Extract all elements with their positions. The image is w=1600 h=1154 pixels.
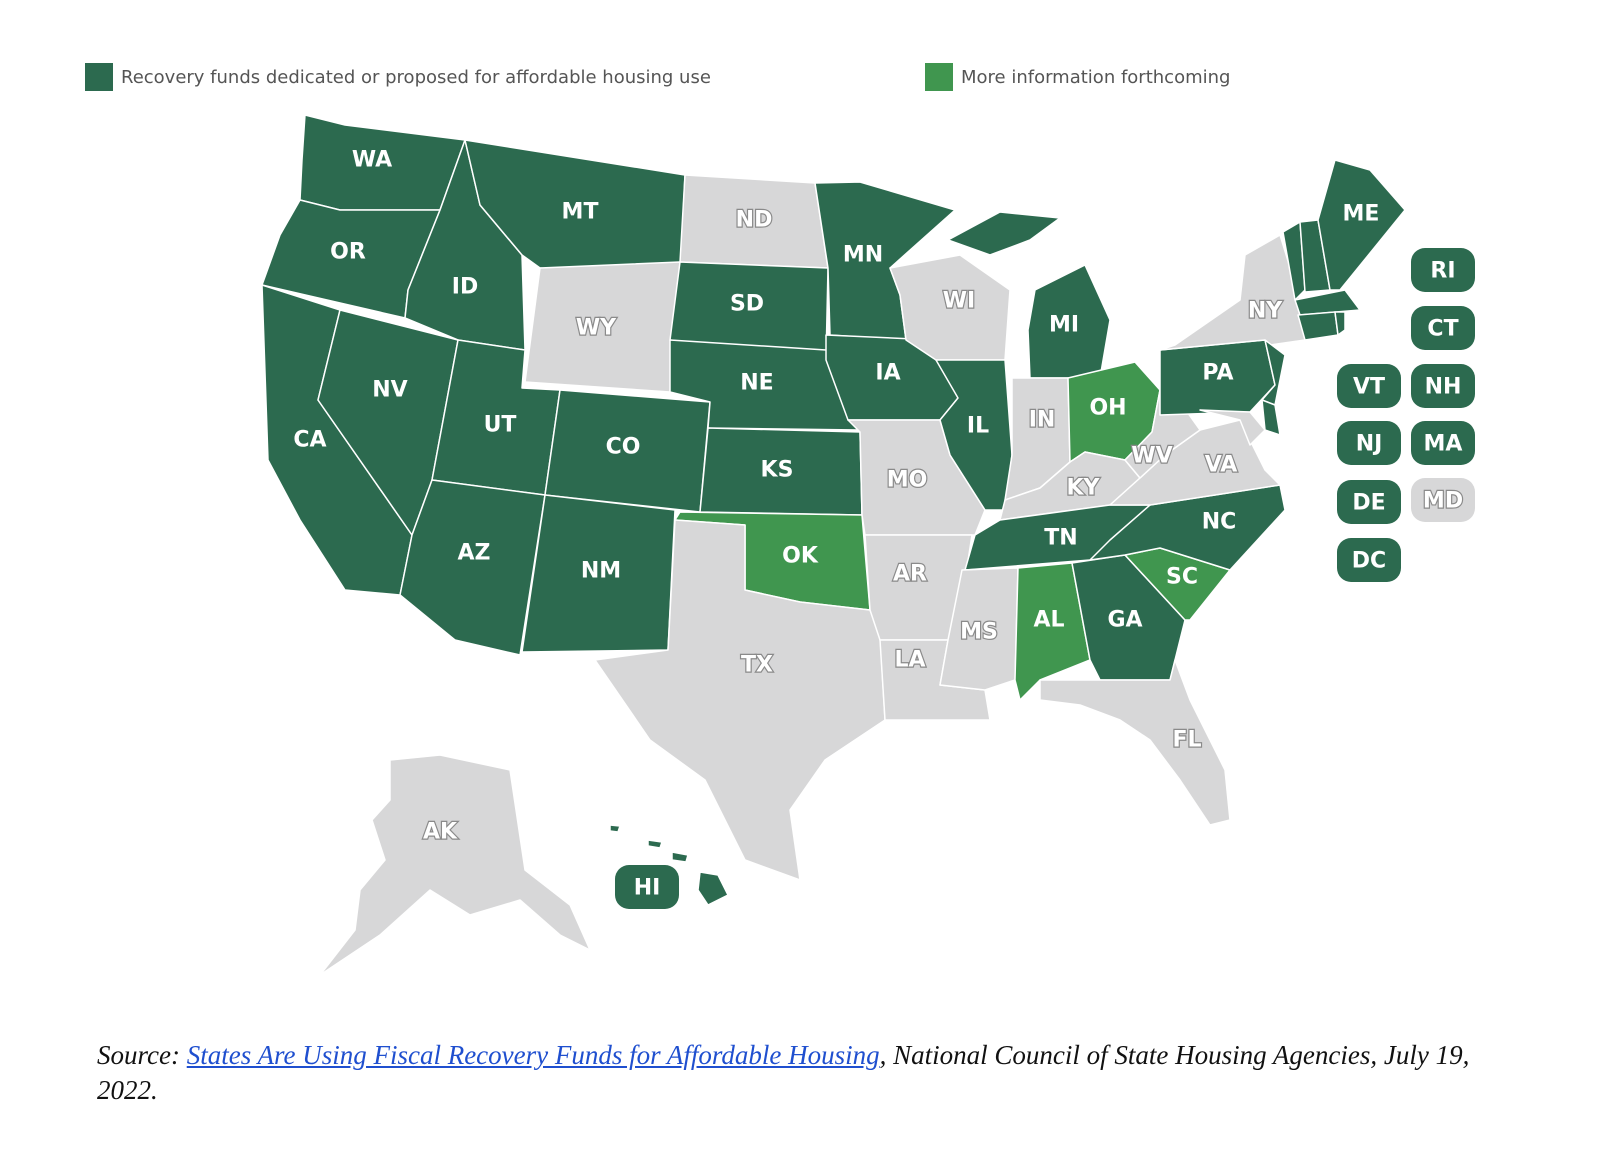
state-label-il: IL xyxy=(967,414,989,439)
state-label-wa: WA xyxy=(352,148,392,173)
state-box-ct[interactable]: CT xyxy=(1411,306,1475,350)
state-label-wv: WV xyxy=(1131,444,1172,469)
state-label-ga: GA xyxy=(1107,608,1142,633)
state-label-la: LA xyxy=(894,648,925,673)
state-label-ca: CA xyxy=(293,428,326,453)
state-label-az: AZ xyxy=(458,541,491,566)
state-ny[interactable] xyxy=(1159,234,1306,351)
legend-swatch-forthcoming xyxy=(925,63,953,91)
state-box-bg-de xyxy=(1337,480,1401,524)
state-box-label-de: DE xyxy=(1352,491,1385,516)
state-md[interactable] xyxy=(1199,409,1266,446)
state-label-al: AL xyxy=(1033,608,1064,633)
state-de[interactable] xyxy=(1261,399,1281,436)
state-box-bg-dc xyxy=(1337,538,1401,582)
state-box-ri[interactable]: RI xyxy=(1411,248,1475,292)
state-label-or: OR xyxy=(330,240,366,265)
state-label-ak: AK xyxy=(423,820,458,845)
state-fl[interactable] xyxy=(1039,659,1231,826)
state-box-nj[interactable]: NJ xyxy=(1337,421,1401,465)
state-label-in: IN xyxy=(1029,408,1056,433)
state-box-bg-nh xyxy=(1411,364,1475,408)
state-label-ok: OK xyxy=(782,544,819,569)
state-ct[interactable] xyxy=(1297,311,1339,341)
legend: Recovery funds dedicated or proposed for… xyxy=(85,63,1385,93)
state-label-ky: KY xyxy=(1067,476,1101,501)
source-link[interactable]: States Are Using Fiscal Recovery Funds f… xyxy=(186,1040,880,1070)
source-citation: Source: States Are Using Fiscal Recovery… xyxy=(97,1038,1517,1108)
state-box-label-nj: NJ xyxy=(1356,432,1383,457)
state-label-ia: IA xyxy=(875,361,900,386)
state-label-oh: OH xyxy=(1089,396,1126,421)
state-label-nd: ND xyxy=(736,208,773,233)
state-box-label-vt: VT xyxy=(1353,375,1385,400)
state-label-id: ID xyxy=(452,275,478,300)
state-label-me: ME xyxy=(1343,202,1380,227)
state-label-sc: SC xyxy=(1166,565,1198,590)
state-box-label-nh: NH xyxy=(1425,375,1462,400)
state-box-bg-md xyxy=(1411,478,1475,522)
state-label-ar: AR xyxy=(893,562,927,587)
state-box-ma[interactable]: MA xyxy=(1411,421,1475,465)
state-box-de[interactable]: DE xyxy=(1337,480,1401,524)
state-label-mn: MN xyxy=(843,243,883,268)
state-box-bg-hi xyxy=(615,865,679,909)
state-label-va: VA xyxy=(1205,453,1238,478)
us-state-map: WA OR CA NV ID MT WY UT AZ CO NM ND SD NE KS OK TX MN IA MO… xyxy=(261,114,1475,976)
state-ak[interactable] xyxy=(319,754,591,976)
state-label-nc: NC xyxy=(1202,510,1237,535)
legend-item-dedicated: Recovery funds dedicated or proposed for… xyxy=(85,63,711,91)
state-box-label-dc: DC xyxy=(1352,549,1386,574)
state-box-label-ma: MA xyxy=(1424,432,1463,457)
state-box-label-ri: RI xyxy=(1430,259,1455,284)
state-label-ne: NE xyxy=(740,371,773,396)
state-box-bg-nj xyxy=(1337,421,1401,465)
state-label-fl: FL xyxy=(1172,728,1201,753)
state-label-mt: MT xyxy=(562,200,599,225)
state-box-bg-ct xyxy=(1411,306,1475,350)
state-box-label-ct: CT xyxy=(1427,317,1458,342)
state-label-tx: TX xyxy=(741,653,773,678)
state-box-vt[interactable]: VT xyxy=(1337,364,1401,408)
state-box-bg-ri xyxy=(1411,248,1475,292)
state-me[interactable] xyxy=(1317,159,1406,291)
source-prefix: Source: xyxy=(97,1040,187,1070)
state-ma[interactable] xyxy=(1294,289,1361,316)
state-box-dc[interactable]: DC xyxy=(1337,538,1401,582)
source-suffix: , National Council of State Housing Agen… xyxy=(97,1040,1470,1105)
state-box-nh[interactable]: NH xyxy=(1411,364,1475,408)
state-az[interactable] xyxy=(399,479,546,656)
state-il[interactable] xyxy=(935,359,1013,511)
state-label-co: CO xyxy=(606,435,641,460)
state-box-label-hi: HI xyxy=(634,876,661,901)
state-box-hi[interactable]: HI xyxy=(615,865,679,909)
state-box-bg-vt xyxy=(1337,364,1401,408)
state-box-label-md: MD xyxy=(1423,489,1463,514)
legend-item-forthcoming: More information forthcoming xyxy=(925,63,1230,91)
state-box-md[interactable]: MD xyxy=(1411,478,1475,522)
legend-label-dedicated: Recovery funds dedicated or proposed for… xyxy=(121,66,711,88)
state-label-mo: MO xyxy=(887,468,928,493)
state-label-nm: NM xyxy=(581,559,621,584)
state-label-mi: MI xyxy=(1049,313,1079,338)
state-label-ut: UT xyxy=(484,413,517,438)
legend-swatch-dedicated xyxy=(85,63,113,91)
state-ri[interactable] xyxy=(1334,311,1346,336)
state-box-bg-ma xyxy=(1411,421,1475,465)
state-label-ms: MS xyxy=(960,620,998,645)
state-label-pa: PA xyxy=(1202,361,1233,386)
state-label-nv: NV xyxy=(372,378,407,403)
state-label-wi: WI xyxy=(943,289,975,314)
state-label-ny: NY xyxy=(1248,299,1283,324)
state-label-sd: SD xyxy=(730,292,764,317)
state-label-wy: WY xyxy=(576,316,617,341)
state-label-tn: TN xyxy=(1044,526,1077,551)
legend-label-forthcoming: More information forthcoming xyxy=(961,66,1231,88)
state-label-ks: KS xyxy=(761,458,794,483)
state-hi[interactable] xyxy=(609,824,729,906)
state-tx[interactable] xyxy=(594,519,886,881)
